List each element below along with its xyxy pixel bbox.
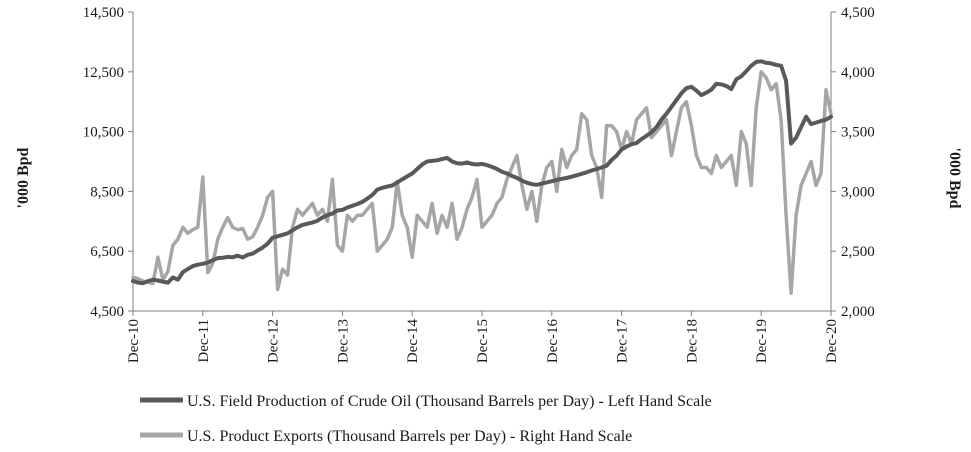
- left-axis-tick-label: 8,500: [90, 184, 124, 200]
- x-axis-tick-label: Dec-10: [126, 319, 142, 363]
- right-axis-title: '000 Bpd: [946, 148, 963, 209]
- x-axis-tick-label: Dec-18: [684, 319, 700, 363]
- x-axis-tick-label: Dec-20: [824, 319, 840, 363]
- left-axis-tick-label: 12,500: [83, 65, 124, 81]
- right-axis-tick-label: 4,000: [841, 65, 875, 81]
- left-axis-tick-label: 6,500: [90, 244, 124, 260]
- right-axis-tick-label: 2,000: [841, 304, 875, 320]
- series-line-crude-production: [131, 59, 833, 286]
- x-axis-tick-label: Dec-13: [335, 319, 351, 363]
- x-axis-tick-label: Dec-11: [196, 319, 212, 363]
- series-lines: [131, 59, 833, 295]
- left-axis-title: '000 Bpd: [15, 147, 32, 208]
- legend: U.S. Field Production of Crude Oil (Thou…: [140, 393, 712, 445]
- right-axis-tick-label: 3,500: [841, 125, 875, 141]
- x-axis-tick-label: Dec-16: [545, 319, 561, 364]
- axes: 4,500 6,500 8,500 10,500 12,500 14,500 2,000 2,…: [83, 5, 875, 363]
- right-axis-tick-label: 3,000: [841, 184, 875, 200]
- left-axis-tick-label: 10,500: [83, 125, 124, 141]
- left-axis-tick-label: 14,500: [83, 5, 124, 21]
- x-axis-tick-label: Dec-15: [475, 319, 491, 363]
- series-line-product-exports: [131, 70, 833, 295]
- legend-label-crude-production: U.S. Field Production of Crude Oil (Thou…: [187, 393, 712, 410]
- left-axis-tick-label: 4,500: [90, 304, 124, 320]
- x-axis-tick-label: Dec-17: [615, 319, 631, 364]
- x-axis-tick-label: Dec-14: [405, 319, 421, 364]
- legend-label-product-exports: U.S. Product Exports (Thousand Barrels p…: [187, 428, 632, 445]
- right-axis-tick-label: 4,500: [841, 5, 875, 21]
- x-axis-tick-label: Dec-12: [266, 319, 282, 363]
- x-axis-tick-label: Dec-19: [754, 319, 770, 363]
- right-axis-tick-label: 2,500: [841, 244, 875, 260]
